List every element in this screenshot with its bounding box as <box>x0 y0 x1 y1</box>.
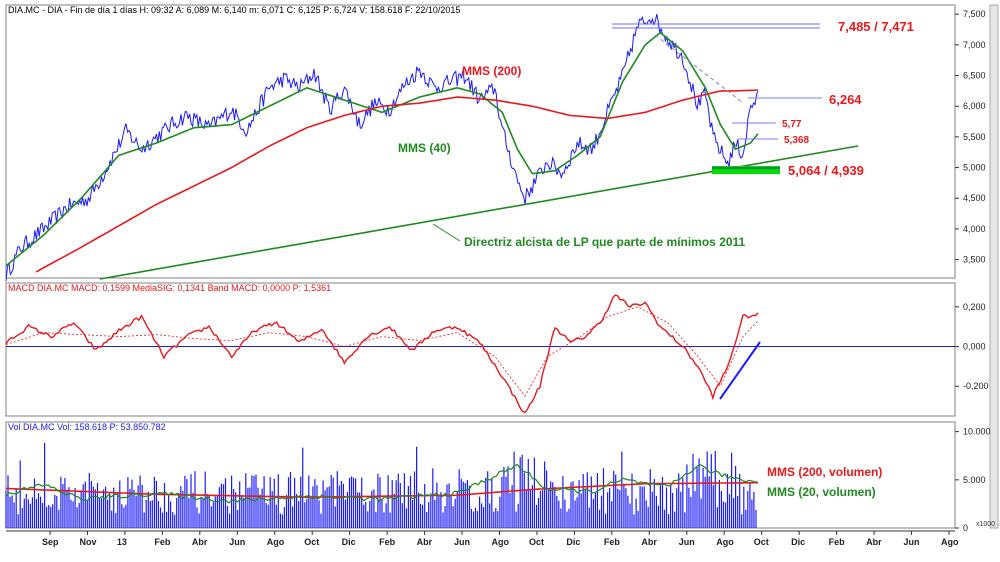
volume-y-tick-label: 10.000 <box>963 427 991 437</box>
price-y-tick-label: 4,000 <box>963 224 986 234</box>
x-axis-label: Nov <box>79 537 96 547</box>
mms40-line <box>5 31 759 267</box>
x-axis-label: Jun <box>904 537 920 547</box>
volume-y-tick-label: 0 <box>963 523 968 533</box>
mms200-label: MMS (200) <box>462 64 521 78</box>
macd-y-tick-label: -0,200 <box>963 381 989 391</box>
mms40-label: MMS (40) <box>398 141 451 155</box>
price-y-tick-label: 6,000 <box>963 101 986 111</box>
x-axis-label: Dic <box>791 537 805 547</box>
price-line <box>5 13 759 282</box>
x-axis-label: Abr <box>641 537 657 547</box>
price-header: DIA.MC - DIA - Fin de día 1 días H: 09:3… <box>8 5 460 15</box>
x-axis-label: Oct <box>529 537 544 547</box>
x-axis-label: 13 <box>117 537 127 547</box>
price-y-tick-label: 7,500 <box>963 9 986 19</box>
macd-panel-frame <box>5 282 956 417</box>
x-axis-label: Ago <box>941 537 959 547</box>
x-axis-label: Feb <box>154 537 171 547</box>
decline-dashed-line <box>654 34 743 103</box>
macd-header: MACD DIA.MC MACD: 0,1599 MediaSIG: 0,134… <box>8 283 331 293</box>
trendline-label-pointer <box>432 223 461 242</box>
macd-line <box>5 294 759 414</box>
x-axis-label: Oct <box>754 537 769 547</box>
x-axis-label: Dic <box>566 537 580 547</box>
support-zone <box>712 166 780 174</box>
price-y-tick-label: 3,500 <box>963 255 986 265</box>
price-y-tick-label: 6,500 <box>963 71 986 81</box>
x-axis-label: Oct <box>304 537 319 547</box>
x-axis-label: Jun <box>679 537 695 547</box>
x-axis-label: Jun <box>229 537 245 547</box>
macd-y-tick-label: 0,200 <box>963 302 986 312</box>
price-y-tick-label: 7,000 <box>963 40 986 50</box>
price-y-tick-label: 5,500 <box>963 132 986 142</box>
trendline-label: Directriz alcista de LP que parte de mín… <box>464 235 746 249</box>
x-axis-label: Ago <box>492 537 510 547</box>
x-axis-label: Dic <box>342 537 356 547</box>
x-axis-label: Feb <box>829 537 846 547</box>
volume-scale-note: x1000 <box>976 521 995 528</box>
volume-mms20-line <box>5 463 759 504</box>
support-level-label: 5,064 / 4,939 <box>788 163 864 178</box>
x-axis-label: Abr <box>866 537 882 547</box>
x-axis-label: Ago <box>716 537 734 547</box>
scrollbar-strip <box>989 4 999 529</box>
price-y-tick-label: 4,500 <box>963 193 986 203</box>
mms200-line <box>35 89 759 273</box>
volume-y-tick-label: 5.000 <box>963 475 986 485</box>
current-level-label: 6,264 <box>829 92 862 107</box>
high-level-label: 7,485 / 7,471 <box>838 19 914 34</box>
macd-signal-line <box>5 306 759 397</box>
x-axis-label: Sep <box>42 537 59 547</box>
volume-header: Vol DIA.MC Vol: 158.618 P: 53.850.782 <box>8 422 166 432</box>
x-axis-label: Feb <box>604 537 621 547</box>
volume-mms20-label: MMS (20, volumen) <box>767 485 876 499</box>
level-577-label: 5,77 <box>782 119 802 130</box>
macd-divergence-line <box>719 341 761 400</box>
volume-mms200-label: MMS (200, volumen) <box>767 465 882 479</box>
macd-y-tick-label: 0,000 <box>963 342 986 352</box>
price-y-tick-label: 5,000 <box>963 163 986 173</box>
level-5368-label: 5,368 <box>784 135 809 146</box>
x-axis-label: Feb <box>379 537 396 547</box>
x-axis-label: Ago <box>267 537 285 547</box>
x-axis-label: Jun <box>454 537 470 547</box>
x-axis-label: Abr <box>192 537 208 547</box>
price-panel-frame <box>5 4 956 279</box>
x-axis-label: Abr <box>417 537 433 547</box>
